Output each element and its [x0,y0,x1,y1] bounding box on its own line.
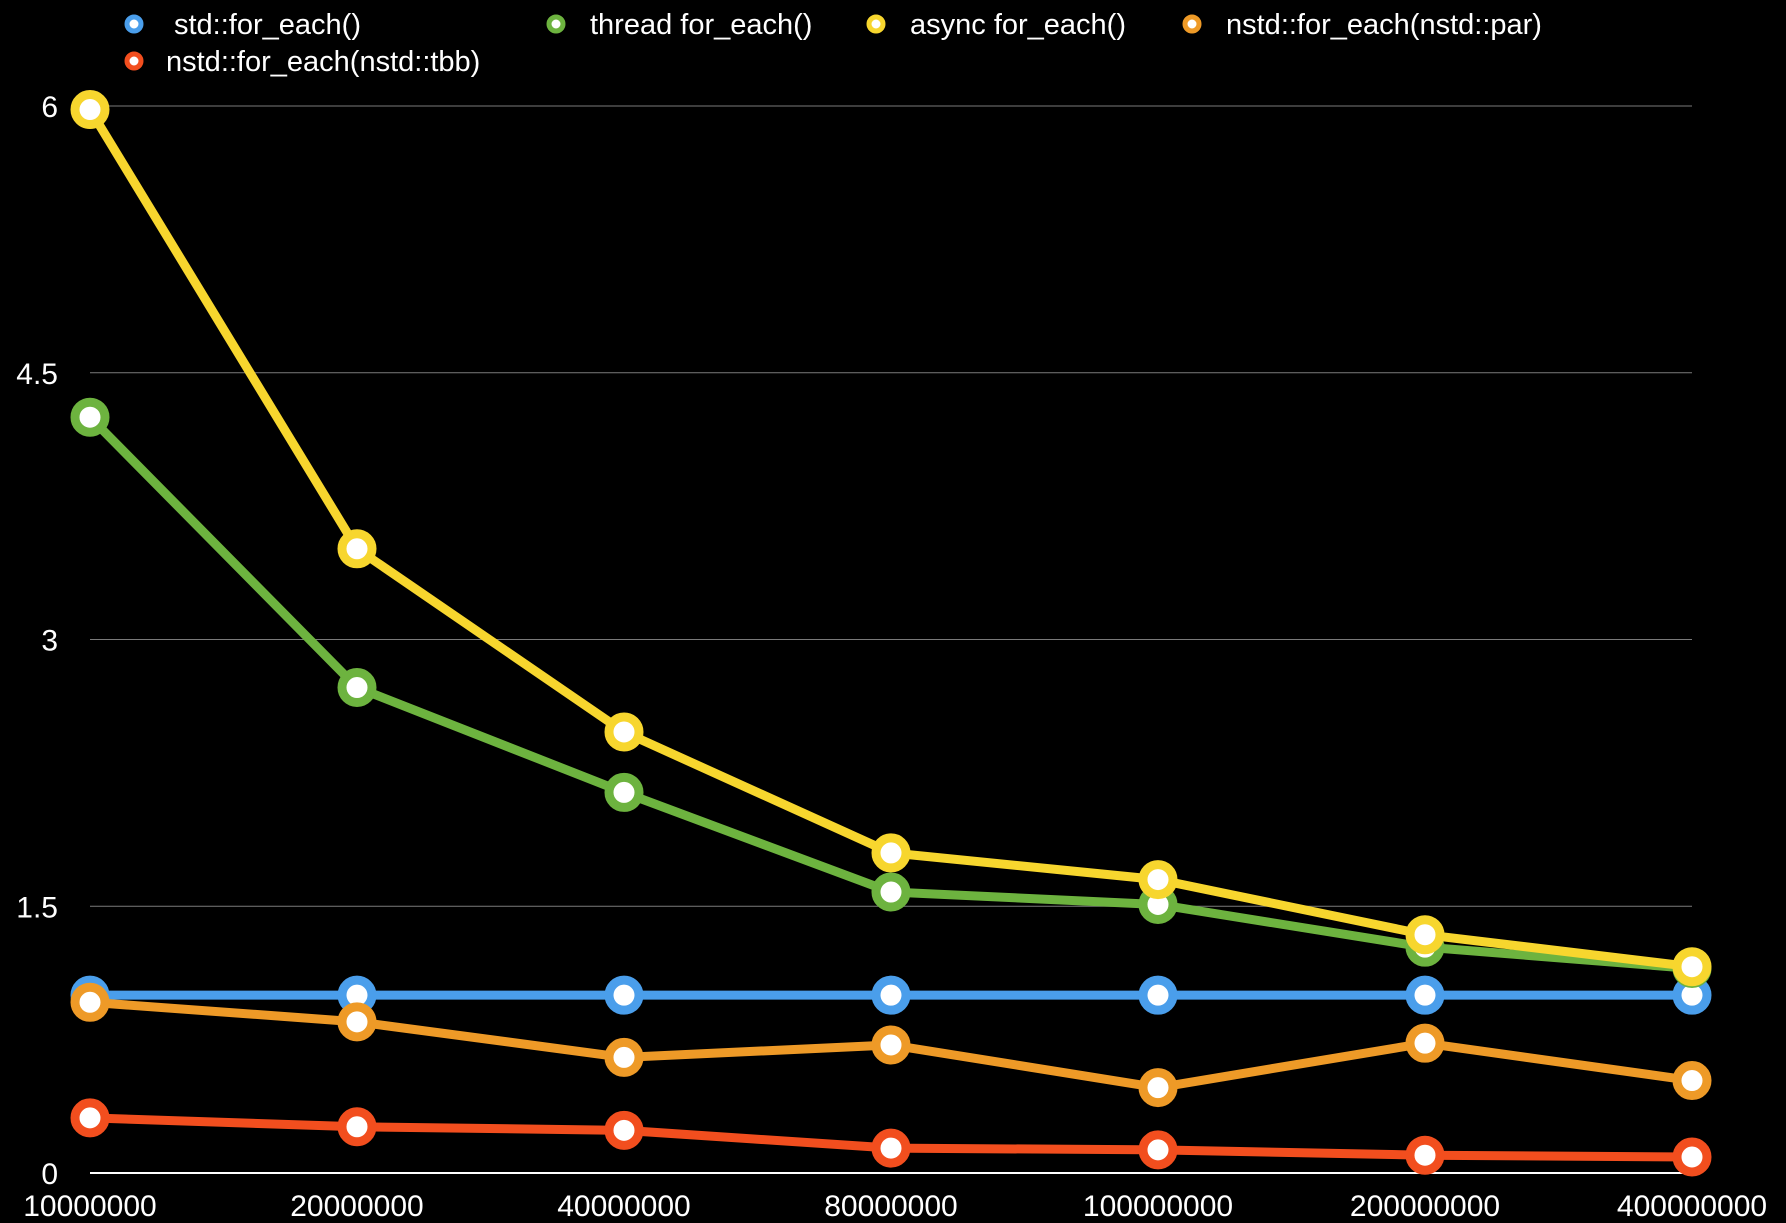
legend-marker [866,14,886,34]
data-point [871,975,911,1015]
legend-item: nstd::for_each(nstd::par) [1182,9,1542,41]
legend-label: nstd::for_each(nstd::tbb) [166,46,480,78]
series-lines [70,90,1712,1177]
y-tick-label: 4.5 [16,358,58,391]
data-point [1138,1130,1178,1170]
legend-label: thread for_each() [590,9,812,41]
x-axis: 10000000 20000000 40000000 80000000 10000000… [23,1190,1767,1223]
legend-marker [124,51,144,71]
y-tick-label: 6 [41,91,58,124]
data-point [70,1098,110,1138]
series-0 [70,975,1712,1015]
legend-item: std::for_each() [124,9,361,41]
data-point [70,982,110,1022]
data-point [1405,975,1445,1015]
data-point [1672,1061,1712,1101]
series-2 [70,90,1712,987]
legend-marker [1182,14,1202,34]
legend: std::for_each() thread for_each() async fo… [124,9,1542,78]
y-axis: 0 1.5 3 4.5 6 [16,91,58,1191]
x-tick-label: 200000000 [1350,1190,1500,1223]
series-3 [70,982,1712,1108]
x-tick-label: 10000000 [23,1190,156,1223]
data-point [70,90,110,130]
data-point [604,1037,644,1077]
data-point [1138,1068,1178,1108]
y-tick-label: 3 [41,625,58,658]
data-point [337,529,377,569]
data-point [871,1128,911,1168]
data-point [1138,975,1178,1015]
y-tick-label: 1.5 [16,891,58,924]
x-tick-label: 400000000 [1617,1190,1767,1223]
data-point [70,397,110,437]
y-tick-label: 0 [41,1158,58,1191]
legend-label: async for_each() [910,9,1126,41]
data-point [337,1107,377,1147]
data-point [337,668,377,708]
legend-item: async for_each() [866,9,1126,41]
legend-item: nstd::for_each(nstd::tbb) [124,46,480,78]
data-point [1405,1135,1445,1175]
data-point [1672,1137,1712,1177]
data-point [1405,915,1445,955]
data-point [1405,1023,1445,1063]
legend-marker [546,14,566,34]
data-point [604,1110,644,1150]
legend-label: std::for_each() [174,9,361,41]
x-tick-label: 20000000 [290,1190,423,1223]
x-tick-label: 80000000 [824,1190,957,1223]
data-point [871,872,911,912]
legend-label: nstd::for_each(nstd::par) [1226,9,1542,41]
legend-item: thread for_each() [546,9,812,41]
legend-marker [124,14,144,34]
data-point [1138,860,1178,900]
data-point [604,975,644,1015]
data-point [337,1002,377,1042]
data-point [871,1025,911,1065]
data-point [1672,947,1712,987]
data-point [604,772,644,812]
series-4 [70,1098,1712,1177]
data-point [871,833,911,873]
x-tick-label: 100000000 [1083,1190,1233,1223]
data-point [604,712,644,752]
x-tick-label: 40000000 [557,1190,690,1223]
